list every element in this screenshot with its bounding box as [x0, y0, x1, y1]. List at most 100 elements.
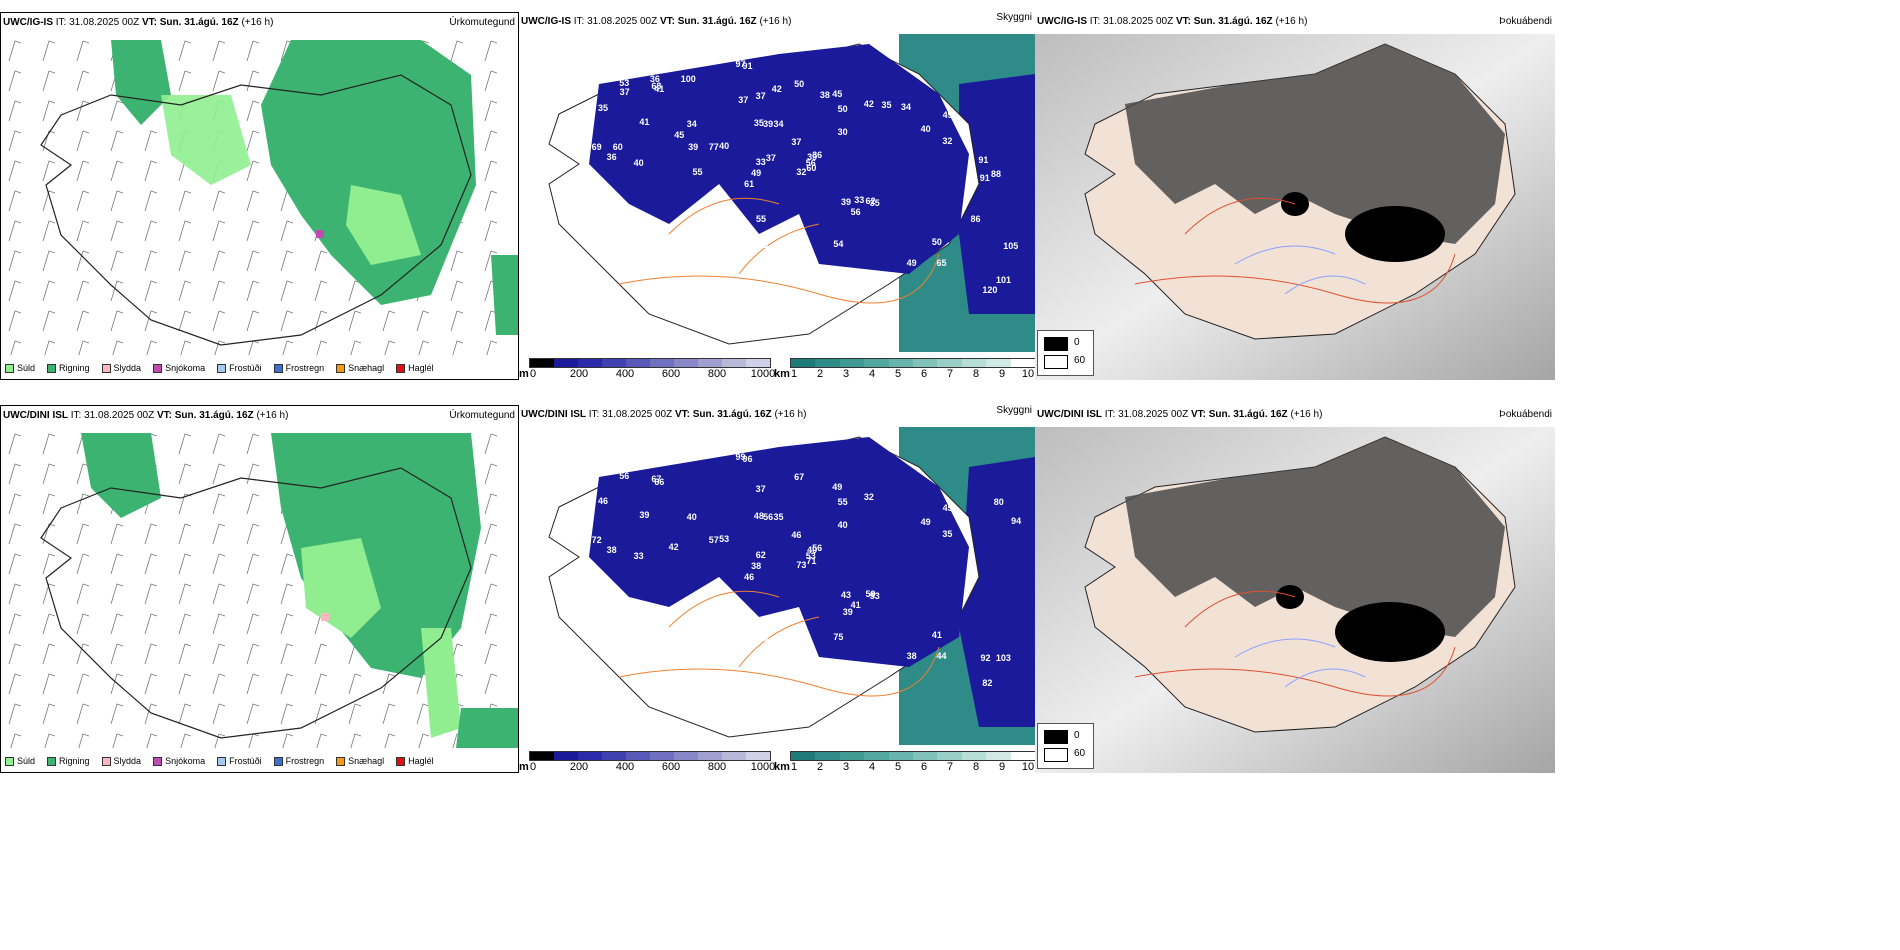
cloud-base-value: 60	[612, 141, 623, 152]
legend-swatch	[217, 756, 227, 766]
cloud-base-colorbar: m 0 200 400 600 800 1000	[519, 751, 775, 773]
legend-item: Slydda	[101, 756, 141, 766]
colorbar-segment	[722, 359, 746, 367]
cloud-base-value: 100	[680, 74, 696, 85]
legend-item: Slydda	[101, 363, 141, 373]
colorbar-segment	[530, 752, 554, 760]
cloud-base-value: 49	[618, 633, 629, 644]
cloud-base-value: 72	[591, 535, 602, 546]
panel-title: UWC/DINI ISL IT: 31.08.2025 00Z VT: Sun.…	[1037, 409, 1323, 420]
cloud-base-value: 36	[649, 74, 660, 85]
colorbar-segment	[913, 752, 938, 760]
panel-title: UWC/IG-IS IT: 31.08.2025 00Z VT: Sun. 31…	[3, 17, 274, 28]
legend-swatch	[1044, 355, 1068, 369]
legend-swatch	[336, 756, 346, 766]
cloud-base-value: 48	[753, 511, 764, 522]
cloud-map	[548, 34, 1035, 352]
green-drizzle-area	[421, 628, 461, 738]
cloud-base-value: 35	[757, 632, 768, 643]
panel-title: UWC/DINI ISL IT: 31.08.2025 00Z VT: Sun.…	[521, 409, 807, 420]
colorbar-segment	[578, 752, 602, 760]
colorbar-tick-label: 0	[529, 368, 537, 380]
legend-item: Súld	[5, 363, 35, 373]
legend-swatch	[153, 363, 163, 373]
cloud-base-value: 55	[756, 214, 767, 225]
cloud-base-colorbar: m 0 200 400 600 800 1000	[519, 358, 775, 380]
roads	[1134, 197, 1456, 304]
cloud-base-value: 44	[617, 241, 628, 252]
colorbar-segment	[578, 359, 602, 367]
colorbar-segment	[554, 359, 578, 367]
colorbar-tick-label: 1000	[750, 368, 776, 380]
legend-swatch	[101, 756, 111, 766]
cloud-base-value: 40	[920, 124, 931, 135]
cloud-value-labels: 96 92 99 49 40 31 49 35 55 73 66 44 33 45 46 40 59 48 46 40…	[519, 427, 1035, 745]
cloud-base-value: 55	[692, 166, 703, 177]
colorbar-segment	[888, 359, 914, 367]
colorbar-segment	[674, 359, 698, 367]
colorbar-tick-label: 800	[707, 368, 727, 380]
legend-item: Frostúði	[217, 363, 262, 373]
colorbar-tick-label: 200	[569, 368, 589, 380]
cloud-base-value: 45	[942, 502, 953, 513]
legend-swatch	[1044, 730, 1068, 744]
cloud-base-value: 53	[869, 591, 880, 602]
colorbar-tick-label: 3	[842, 761, 850, 773]
legend-item: Frostúði	[217, 756, 262, 766]
cloud-base-value: 91	[742, 61, 753, 72]
legend-item: Snjókoma	[153, 756, 205, 766]
cloud-base-value: 53	[805, 550, 816, 561]
cloud-base-value: 41	[639, 116, 650, 127]
colorbar-segment	[1010, 359, 1035, 367]
green-rain-area	[456, 708, 518, 748]
panel-type-label: Skyggni	[996, 405, 1032, 416]
green-rain-area	[261, 40, 476, 305]
cloud-base-value: 39	[842, 607, 853, 618]
colorbar-segment	[1010, 752, 1035, 760]
legend-swatch	[101, 363, 111, 373]
legend-swatch	[1044, 748, 1068, 762]
legend-swatch	[396, 363, 406, 373]
cloud-base-value: 50	[794, 78, 805, 89]
cloud-base-value: 88	[990, 169, 1001, 180]
cloud-base-value: 42	[863, 99, 874, 110]
legend-swatch	[5, 363, 14, 373]
cloud-base-value: 50	[837, 104, 848, 115]
cloud-base-value: 46	[791, 529, 802, 540]
panel-title: UWC/DINI ISL IT: 31.08.2025 00Z VT: Sun.…	[3, 410, 289, 421]
cloud-base-value: 53	[619, 77, 630, 88]
cloud-base-value: 33	[755, 157, 766, 168]
cloud-base-value: 94	[1011, 516, 1022, 527]
cloud-base-value: 45	[592, 217, 603, 228]
snow-spot	[316, 230, 324, 238]
cloud-base-value: 67	[794, 471, 805, 482]
cloud-base-value: 64	[635, 224, 646, 235]
cloud-base-value: 49	[942, 109, 953, 120]
fog-map	[1035, 34, 1555, 380]
colorbar-segment	[650, 752, 674, 760]
green-rain-area	[271, 433, 481, 678]
cloud-base-value: 39	[807, 152, 818, 163]
cloud-map	[548, 427, 1035, 745]
cloud-base-value: 43	[840, 589, 851, 600]
green-rain-area	[111, 40, 171, 125]
cloud-base-value: 57	[708, 534, 719, 545]
legend-item: Haglél	[396, 756, 434, 766]
cloud-base-value: 38	[751, 561, 762, 572]
colorbar-segment	[674, 752, 698, 760]
legend-swatch	[47, 756, 57, 766]
colorbar-tick-label: 6	[920, 761, 928, 773]
cloud-base-value: 71	[806, 556, 817, 567]
cloud-base-value: 35	[942, 528, 953, 539]
cloud-base-value: 49	[906, 257, 917, 268]
cloud-base-value: 45	[677, 241, 688, 252]
cloud-base-value: 59	[652, 654, 663, 665]
cloud-base-value: 46	[598, 496, 609, 507]
colorbar-segment	[650, 359, 674, 367]
colorbar-tick-label: 600	[661, 761, 681, 773]
cloud-base-value: 59	[689, 219, 700, 230]
cloud-base-value: 53	[719, 533, 730, 544]
cloud-base-value: 68	[651, 81, 662, 92]
panel-type-label: Þokuábendi	[1499, 16, 1552, 27]
cloud-base-value: 69	[591, 142, 602, 153]
